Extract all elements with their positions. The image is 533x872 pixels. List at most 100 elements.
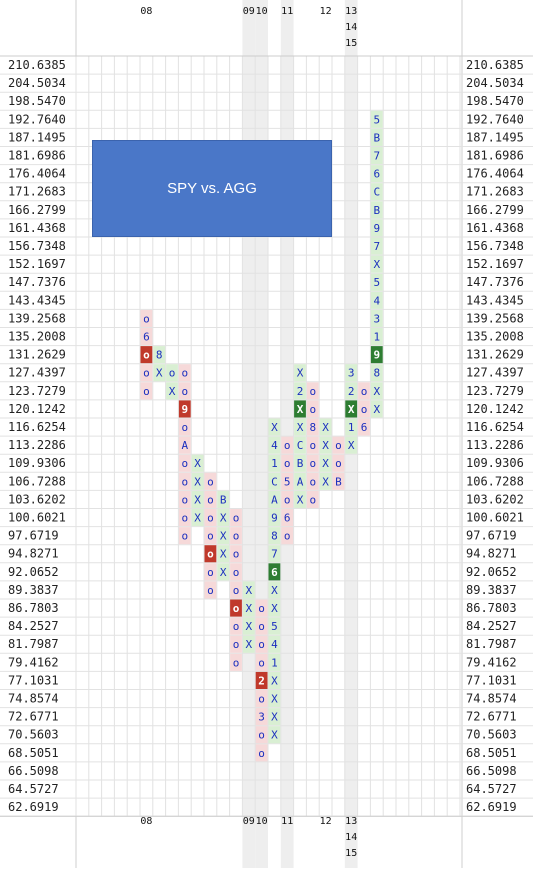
y-tick-label-right: 113.2286	[466, 438, 524, 452]
pf-cell-mark: X	[348, 403, 355, 416]
pf-cell-bg	[370, 110, 383, 128]
pf-cell-bg	[281, 454, 294, 472]
pf-cell-bg	[153, 346, 166, 364]
shaded-column	[280, 0, 294, 868]
pf-cell-mark: 8	[156, 349, 163, 362]
pf-cell-mark: 4	[271, 439, 278, 452]
y-tick-label-left: 72.6771	[8, 710, 59, 724]
pf-cell-mark: X	[245, 584, 252, 597]
pf-cell-mark: 5	[271, 620, 278, 633]
pf-cell-bg	[358, 400, 370, 418]
pf-cell-bg	[242, 635, 255, 653]
pf-cell-bg	[140, 328, 153, 346]
pf-cell-mark: o	[258, 620, 265, 633]
pf-cell-mark: X	[194, 475, 201, 488]
pf-cell-bg	[370, 328, 383, 346]
y-tick-label-left: 187.1495	[8, 130, 66, 144]
pf-cell-mark: 6	[143, 331, 150, 344]
pf-cell-bg	[178, 454, 191, 472]
pf-cell-bg	[345, 364, 358, 382]
y-tick-label-right: 127.4397	[466, 366, 524, 380]
y-tick-label-left: 86.7803	[8, 601, 59, 615]
pf-cell-mark: 7	[373, 150, 380, 163]
pf-cell-mark: o	[207, 548, 214, 561]
y-tick-label-left: 152.1697	[8, 257, 66, 271]
pf-cell-bg	[319, 418, 332, 436]
pf-cell-mark: X	[194, 512, 201, 525]
year-label-top: 11	[281, 6, 293, 17]
year-label-top: 14	[345, 22, 357, 33]
pf-cell-mark: o	[258, 747, 265, 760]
y-tick-label-left: 113.2286	[8, 438, 66, 452]
pf-cell-mark: X	[245, 602, 252, 615]
pf-cell-bg	[370, 237, 383, 255]
pf-cell-bg	[255, 708, 268, 726]
y-tick-label-right: 143.4345	[466, 293, 524, 307]
y-tick-label-right: 181.6986	[466, 149, 524, 163]
y-tick-label-right: 131.2629	[466, 348, 524, 362]
pf-cell-bg	[166, 364, 178, 382]
pf-cell-mark: o	[258, 729, 265, 742]
pf-cell-mark: o	[207, 493, 214, 506]
pf-cell-mark: X	[322, 439, 329, 452]
y-tick-label-left: 89.3837	[8, 583, 59, 597]
pf-cell-mark: X	[271, 729, 278, 742]
pf-cell-mark: C	[373, 186, 380, 199]
y-tick-label-right: 94.8271	[466, 547, 517, 561]
pf-cell-bg	[230, 653, 242, 671]
pf-cell-mark: 8	[309, 421, 316, 434]
pf-cell-mark: X	[297, 403, 304, 416]
y-tick-label-left: 120.1242	[8, 402, 66, 416]
pf-cell-mark: o	[181, 493, 188, 506]
pf-cell-mark: o	[335, 439, 342, 452]
y-tick-label-right: 97.6719	[466, 529, 517, 543]
pf-cell-mark: X	[220, 566, 227, 579]
pf-cell-bg	[268, 599, 281, 617]
pf-cell-bg	[178, 400, 191, 418]
pf-cell-mark: o	[233, 602, 240, 615]
pf-cell-mark: o	[181, 457, 188, 470]
y-tick-label-right: 171.2683	[466, 185, 524, 199]
pf-cell-mark: B	[297, 457, 304, 470]
y-tick-label-left: 103.6202	[8, 492, 66, 506]
chart-title: SPY vs. AGG	[92, 140, 332, 237]
pf-cell-mark: X	[322, 475, 329, 488]
pf-cell-mark: 4	[271, 638, 278, 651]
pf-cell-bg	[268, 671, 281, 689]
pf-cell-bg	[294, 400, 306, 418]
pf-cell-mark: o	[284, 457, 291, 470]
pf-cell-mark: 9	[373, 222, 380, 235]
pf-cell-bg	[242, 581, 255, 599]
pf-cell-bg	[345, 436, 358, 454]
pf-cell-bg	[178, 490, 191, 508]
pf-cell-bg	[255, 726, 268, 744]
year-label-bottom: 13	[345, 816, 357, 827]
pf-cell-bg	[242, 617, 255, 635]
year-label-top: 12	[320, 6, 332, 17]
pf-cell-bg	[370, 201, 383, 219]
pf-cell-bg	[370, 147, 383, 165]
pf-cell-bg	[370, 291, 383, 309]
year-label-top: 13	[345, 6, 357, 17]
pf-cell-bg	[306, 418, 319, 436]
pf-cell-bg	[370, 165, 383, 183]
y-tick-label-left: 92.0652	[8, 565, 59, 579]
pf-cell-mark: o	[233, 566, 240, 579]
y-tick-label-right: 84.2527	[466, 619, 517, 633]
pf-cell-bg	[370, 255, 383, 273]
pf-cell-bg	[230, 509, 242, 527]
pf-cell-mark: o	[207, 530, 214, 543]
pf-cell-bg	[268, 436, 281, 454]
year-label-bottom: 12	[320, 816, 332, 827]
pf-cell-mark: o	[143, 385, 150, 398]
pf-cell-mark: X	[322, 421, 329, 434]
pf-cell-bg	[268, 581, 281, 599]
y-tick-label-right: 109.9306	[466, 456, 524, 470]
pf-cell-mark: 2	[258, 674, 265, 687]
pf-cell-mark: o	[258, 638, 265, 651]
pf-cell-bg	[268, 563, 281, 581]
pf-cell-bg	[140, 309, 153, 327]
y-tick-label-left: 127.4397	[8, 366, 66, 380]
pf-cell-mark: o	[233, 620, 240, 633]
pf-cell-bg	[268, 527, 281, 545]
